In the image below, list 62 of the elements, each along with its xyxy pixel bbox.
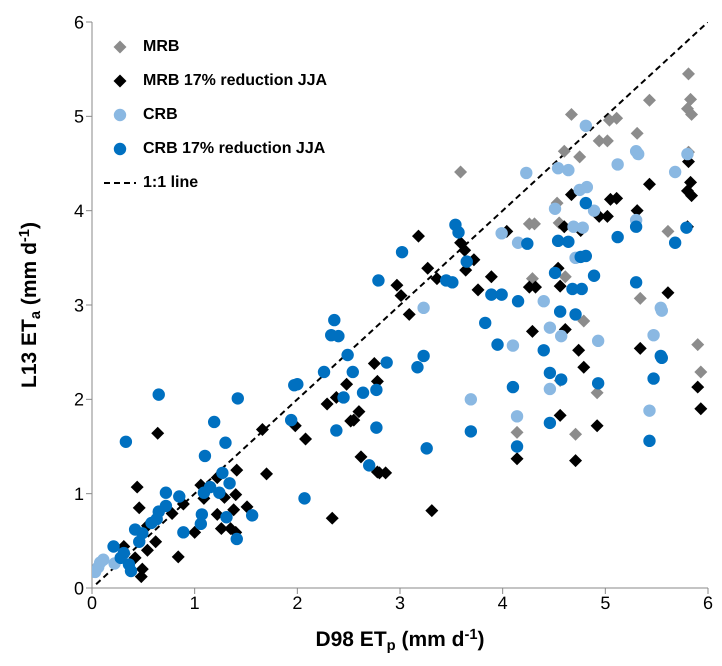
point [454,166,467,178]
point [647,328,660,342]
point [510,410,524,423]
legend-label: MRB 17% reduction JJA [143,71,328,91]
point [630,127,644,140]
point [552,162,564,174]
point [558,145,570,158]
x-tick-label: 5 [600,592,610,613]
point [562,164,575,176]
y-tick-label: 6 [74,12,84,32]
point [580,180,594,194]
point [694,366,708,378]
point [580,120,592,132]
point [559,270,572,283]
point [565,108,578,121]
y-tick-label: 3 [74,295,84,316]
point [538,295,550,308]
point [611,158,624,171]
point [510,426,524,439]
point [685,108,698,121]
x-tick-label: 6 [702,592,714,613]
point [569,428,582,440]
point [573,150,586,164]
point [417,302,430,314]
point [495,227,508,240]
y-tick-label: 0 [74,578,84,598]
point [634,292,646,305]
y-tick-label: 2 [74,390,84,410]
x-tick-label: 3 [394,592,406,613]
point [554,330,568,342]
legend-label: CRB 17% reduction JJA [143,139,326,159]
x-tick-label: 0 [86,592,98,613]
point [506,339,520,352]
point [668,166,682,178]
x-tick-label: 2 [292,592,302,613]
point [632,148,644,160]
point [662,225,674,238]
legend-label: MRB [143,37,180,57]
point [464,393,478,406]
x-axis-title: D98 ET$_{p}$ (mm d$^{-1}$) [315,627,485,654]
point [643,94,656,106]
point [544,321,556,334]
point [684,93,697,106]
y-tick-label: 1 [74,484,84,504]
point [526,272,539,285]
point [97,554,110,566]
point [588,204,600,217]
x-tick-label: 4 [498,592,508,613]
point [682,68,695,80]
point [544,382,556,396]
point [520,166,532,180]
y-tick-label: 5 [74,106,84,127]
point [578,314,590,328]
legend-label: 1:1 line [143,173,198,193]
point [576,221,589,234]
y-tick-label: 4 [74,201,84,222]
point [548,202,562,215]
point [692,338,704,351]
legend-label: CRB [143,105,178,125]
x-tick-label: 1 [190,592,200,613]
point [592,334,604,348]
point [643,404,656,417]
